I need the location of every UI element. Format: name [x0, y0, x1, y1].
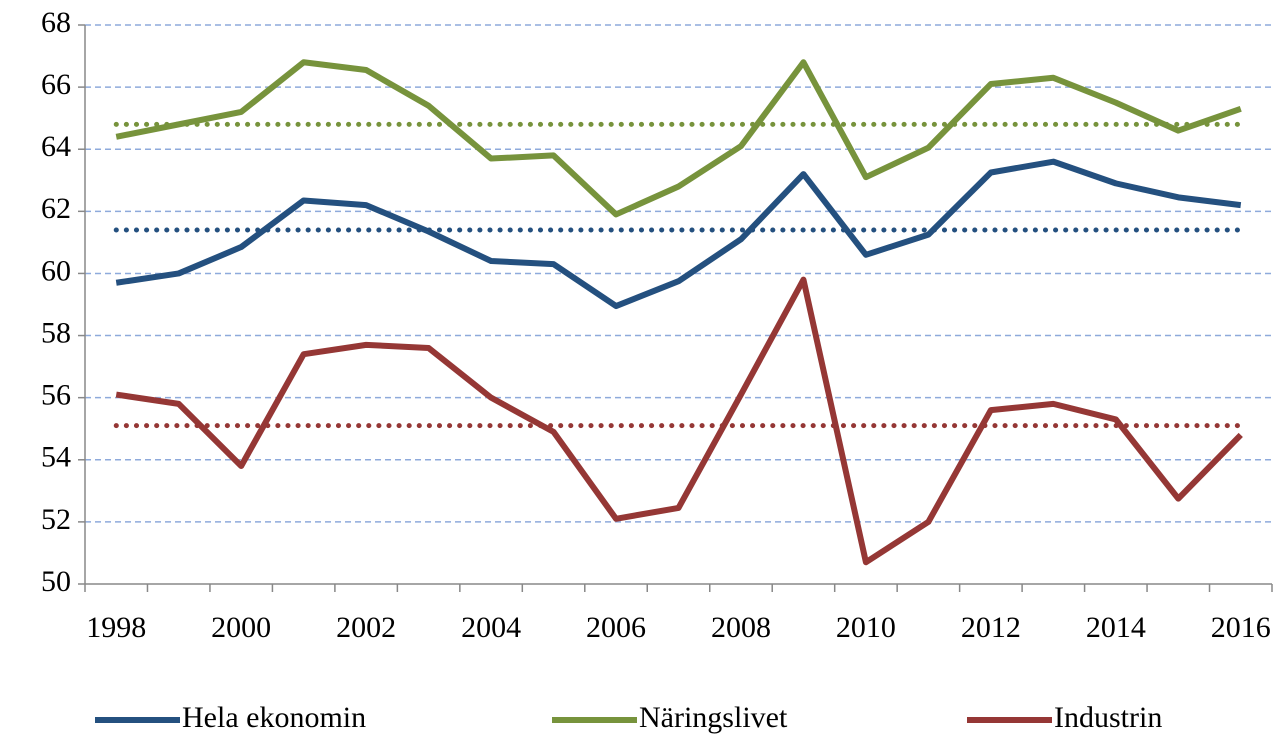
- y-tick-label: 50: [41, 565, 71, 598]
- y-tick-label: 60: [41, 254, 71, 287]
- x-tick-label: 2016: [1211, 611, 1271, 644]
- y-tick-label: 52: [41, 503, 71, 536]
- x-tick-label: 2002: [336, 611, 396, 644]
- y-tick-label: 64: [41, 130, 71, 163]
- y-tick-label: 68: [41, 6, 71, 39]
- series-line: [115, 158, 1242, 310]
- x-tick-label: 2010: [836, 611, 896, 644]
- legend-label: Hela ekonomin: [182, 701, 366, 734]
- x-tick-label: 2012: [961, 611, 1021, 644]
- x-tick-label: 2006: [586, 611, 646, 644]
- x-tick-label: 2008: [711, 611, 771, 644]
- y-tick-label: 58: [41, 316, 71, 349]
- series-line: [115, 59, 1242, 218]
- y-tick-label: 54: [41, 441, 71, 474]
- y-tick-label: 56: [41, 379, 71, 412]
- x-tick-label: 2000: [211, 611, 271, 644]
- series-line: [115, 276, 1243, 566]
- y-tick-label: 66: [41, 68, 71, 101]
- x-tick-label: 1998: [86, 611, 146, 644]
- y-tick-label: 62: [41, 192, 71, 225]
- x-tick-label: 2014: [1086, 611, 1146, 644]
- legend-label: Näringslivet: [639, 701, 788, 734]
- legend-label: Industrin: [1054, 701, 1162, 734]
- x-tick-label: 2004: [461, 611, 521, 644]
